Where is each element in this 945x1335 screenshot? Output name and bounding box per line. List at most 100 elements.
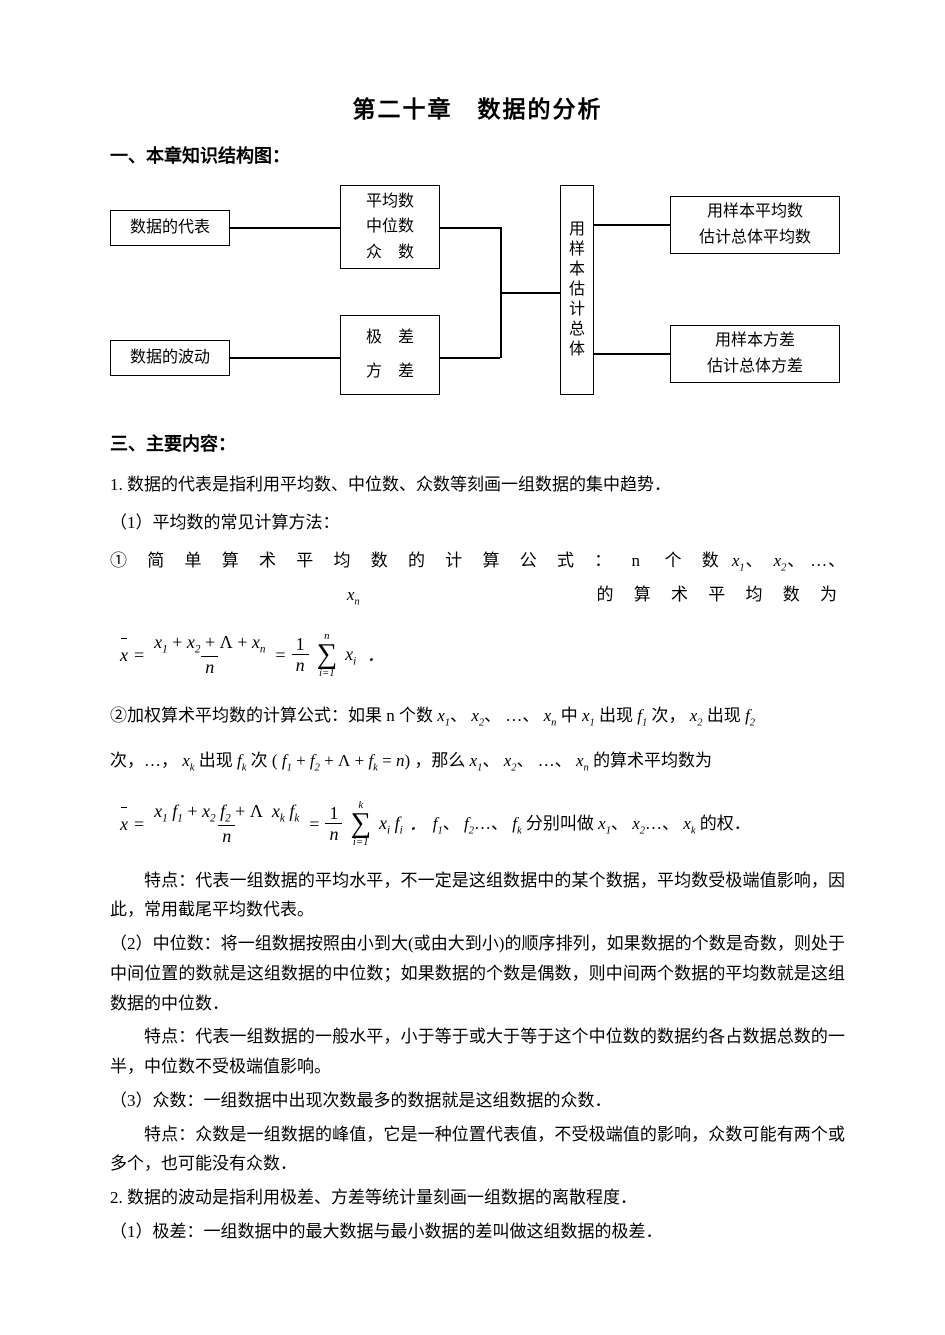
text-run: … [538, 751, 555, 770]
math-symbol: = [275, 637, 285, 673]
text-run: ① 简 单 算 术 平 均 数 的 计 算 公 式 ： n 个 数 [110, 544, 727, 578]
formula-simple-mean: x = x1 + x2 + Λ + xn n = 1 n n ∑ i=1 xi … [120, 631, 845, 679]
diagram-text: 方 差 [366, 359, 414, 385]
math-symbol: x [120, 806, 128, 842]
section-heading-2: 三、主要内容： [110, 430, 845, 456]
diagram-text: 数据的代表 [130, 215, 210, 241]
math-fraction: 1 n [325, 803, 342, 845]
diagram-text: 用样本方差 [715, 328, 795, 354]
text-run: ． [362, 637, 385, 673]
math-symbol: x [120, 637, 128, 673]
diagram-connector [500, 292, 560, 294]
text-run: 、 [555, 751, 572, 770]
math-inline: x2 [471, 706, 484, 725]
paragraph: （2）中位数：将一组数据按照由小到大(或由大到小)的顺序排列，如果数据的个数是奇… [110, 929, 845, 1018]
math-inline: x2 [768, 551, 786, 570]
text-run: 、 [482, 751, 499, 770]
diagram-text: 用样本平均数 [707, 199, 803, 225]
math-inline: x1 [732, 551, 745, 570]
page-title: 第二十章 数据的分析 [110, 90, 845, 124]
formula-weighted-mean: x = x1 f1 + x2 f2 + Λ xk fk n = 1 n k ∑ … [120, 800, 845, 848]
math-fraction: x1 f1 + x2 f2 + Λ xk fk n [150, 801, 303, 847]
math-inline: x1 [470, 751, 483, 770]
math-fraction: x1 + x2 + Λ + xn n [150, 632, 269, 678]
text-run: 、 [827, 551, 845, 570]
math-fraction: 1 n [292, 634, 309, 676]
diagram-text: 总 [569, 320, 585, 340]
text-run: 、 [484, 706, 501, 725]
diagram-box-data-representative: 数据的代表 [110, 210, 230, 246]
diagram-box-sample-estimate-population: 用 样 本 估 计 总 体 [560, 185, 594, 395]
diagram-text: 极 差 [366, 325, 414, 351]
diagram-text: 用 [569, 220, 585, 240]
math-inline: f2 [745, 706, 755, 725]
text-run: 出现 [199, 751, 233, 770]
diagram-text: 计 [569, 300, 585, 320]
text-run: 次， [652, 706, 686, 725]
body-text: 1. 数据的代表是指利用平均数、中位数、众数等刻画一组数据的集中趋势． （1）平… [110, 468, 845, 1247]
diagram-text: 样 [569, 240, 585, 260]
math-symbol: = [134, 637, 144, 673]
math-inline: x2 [690, 706, 703, 725]
diagram-connector [230, 227, 340, 229]
math-inline: x1 [582, 706, 595, 725]
paragraph: 1. 数据的代表是指利用平均数、中位数、众数等刻画一组数据的集中趋势． [110, 468, 845, 502]
diagram-text: 估 [569, 280, 585, 300]
math-symbol: = [309, 806, 319, 842]
math-inline: fk [237, 751, 246, 770]
diagram-text: 平均数 [366, 189, 414, 215]
diagram-text: 估计总体平均数 [699, 225, 811, 251]
math-inline: f1 [637, 706, 647, 725]
paragraph: 特点：代表一组数据的平均水平，不一定是这组数据中的某个数据，平均数受极端值影响，… [110, 866, 845, 926]
math-inline: xn [544, 706, 557, 725]
math-symbol: = [134, 806, 144, 842]
paragraph: （1）平均数的常见计算方法： [110, 506, 845, 540]
math-inline: xk [182, 751, 194, 770]
section-heading-1: 一、本章知识结构图： [110, 142, 845, 168]
diagram-text: 体 [569, 340, 585, 360]
text-run: 、 [450, 706, 467, 725]
text-run: 次 [251, 751, 268, 770]
diagram-connector [440, 357, 500, 359]
paragraph: ① 简 单 算 术 平 均 数 的 计 算 公 式 ： n 个 数 x1 、 x2… [110, 544, 845, 613]
math-inline: x2 [504, 751, 517, 770]
paragraph: （3）众数：一组数据中出现次数最多的数据就是这组数据的众数． [110, 1086, 845, 1116]
diagram-connector [594, 224, 670, 226]
text-run: ②加权算术平均数的计算公式：如果 n 个数 [110, 706, 433, 725]
text-run: 的算术平均数为 [593, 751, 712, 770]
diagram-box-data-fluctuation: 数据的波动 [110, 340, 230, 376]
paragraph: 特点：众数是一组数据的峰值，它是一种位置代表值，不受极端值的影响，众数可能有两个… [110, 1120, 845, 1180]
text-run: ，那么 [414, 751, 465, 770]
paragraph: （1）极差：一组数据中的最大数据与最小数据的差叫做这组数据的极差． [110, 1217, 845, 1247]
paragraph: ②加权算术平均数的计算公式：如果 n 个数 x1、 x2、 …、 xn 中 x1… [110, 696, 845, 737]
math-symbol: xi [345, 636, 356, 673]
math-sum: n ∑ i=1 [317, 631, 338, 679]
text-run: ． [409, 806, 427, 842]
text-run: 中 [561, 706, 578, 725]
diagram-connector [230, 357, 340, 359]
text-run: 的 算 术 平 均 数 为 [597, 578, 846, 612]
text-run: 出现 [707, 706, 741, 725]
math-inline: xn [576, 751, 589, 770]
text-run: 出现 [599, 706, 633, 725]
math-sum: k ∑ i=1 [350, 800, 371, 848]
paragraph: 次，…， xk 出现 fk 次 ( f1 + f2 + Λ + fk = n) … [110, 741, 845, 782]
text-run: … [505, 706, 522, 725]
document-page: 第二十章 数据的分析 一、本章知识结构图： 数据的代表 数据的波动 平均数 中位… [0, 0, 945, 1335]
diagram-connector [594, 353, 670, 355]
diagram-box-sample-mean: 用样本平均数 估计总体平均数 [670, 196, 840, 254]
paragraph: 特点：代表一组数据的一般水平，小于等于或大于等于这个中位数的数据约各占数据总数的… [110, 1022, 845, 1082]
math-inline: x1 [437, 706, 450, 725]
diagram-text: 估计总体方差 [707, 354, 803, 380]
diagram-box-sample-variance: 用样本方差 估计总体方差 [670, 325, 840, 383]
diagram-connector [440, 227, 500, 229]
paragraph: 2. 数据的波动是指利用极差、方差等统计量刻画一组数据的离散程度． [110, 1183, 845, 1213]
math-inline: xn [110, 585, 360, 604]
text-run: … [810, 551, 827, 570]
diagram-text: 数据的波动 [130, 345, 210, 371]
text-run: 、 [517, 751, 534, 770]
text-run: 次，…， [110, 751, 178, 770]
diagram-text: 本 [569, 260, 585, 280]
diagram-box-mean-median-mode: 平均数 中位数 众 数 [340, 185, 440, 269]
math-symbol: xi fi [379, 805, 403, 842]
